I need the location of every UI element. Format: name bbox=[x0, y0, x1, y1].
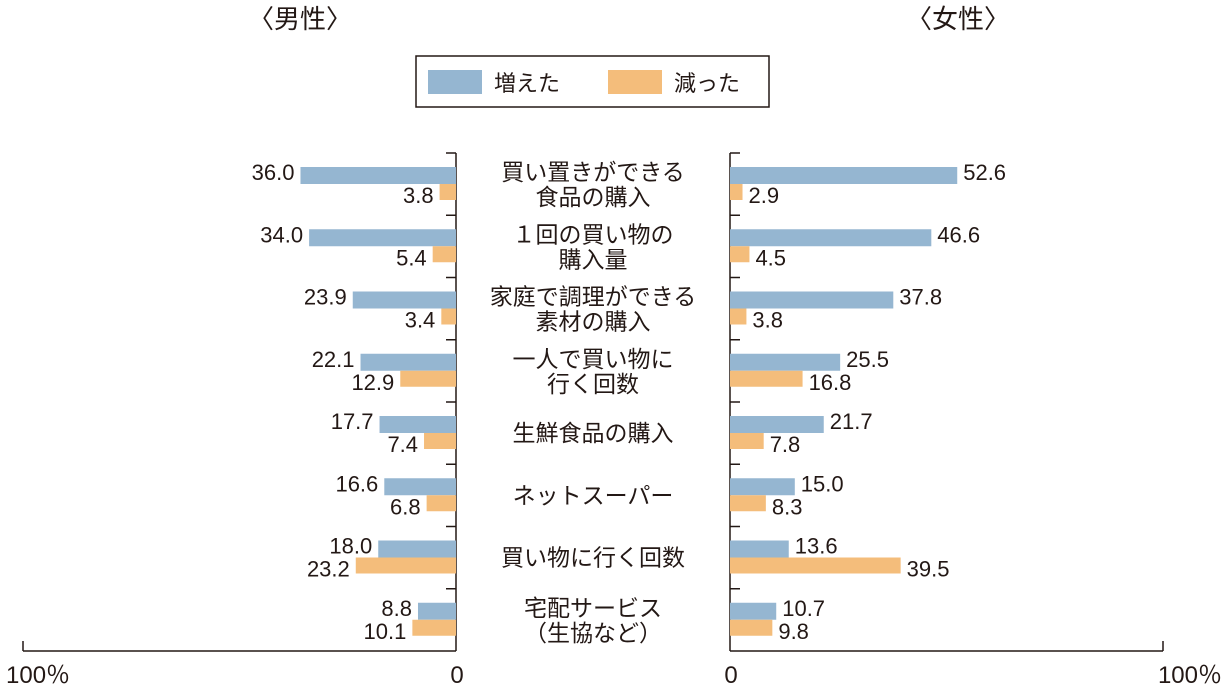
male-bar-increased bbox=[300, 167, 456, 184]
female-value-label: 21.7 bbox=[830, 409, 873, 434]
female-value-label: 39.5 bbox=[907, 557, 950, 582]
male-value-label: 12.9 bbox=[351, 370, 394, 395]
legend-label-decreased: 減った bbox=[674, 72, 740, 97]
category-label: 生鮮食品の購入 bbox=[513, 421, 674, 447]
male-panel-title: 〈男性〉 bbox=[248, 5, 352, 35]
female-value-label: 4.5 bbox=[755, 245, 786, 270]
female-value-label: 46.6 bbox=[937, 222, 980, 247]
female-value-label: 2.9 bbox=[749, 183, 780, 208]
male-value-label: 10.1 bbox=[364, 619, 407, 644]
male-value-label: 6.8 bbox=[390, 494, 421, 519]
legend: 増えた 減った bbox=[415, 55, 770, 108]
male-bar-decreased bbox=[439, 184, 456, 200]
male-value-label: 3.4 bbox=[405, 308, 436, 333]
category-label: 家庭で調理ができる bbox=[490, 285, 697, 311]
category-label: 宅配サービス bbox=[524, 596, 662, 622]
male-value-label: 8.8 bbox=[381, 596, 412, 621]
male-value-label: 18.0 bbox=[329, 534, 372, 559]
female-value-label: 13.6 bbox=[795, 534, 838, 559]
male-bar-increased bbox=[378, 540, 456, 558]
female-bar-increased bbox=[730, 291, 894, 309]
male-value-label: 17.7 bbox=[331, 409, 374, 434]
male-bar-decreased bbox=[412, 619, 456, 636]
male-bar-decreased bbox=[441, 308, 456, 325]
male-value-label: 34.0 bbox=[260, 222, 303, 247]
male-bar-increased bbox=[352, 291, 456, 309]
female-tick-100: 100％ bbox=[1158, 662, 1222, 686]
female-value-label: 8.3 bbox=[772, 494, 803, 519]
female-bar-increased bbox=[730, 540, 789, 558]
female-bar-decreased bbox=[730, 308, 747, 325]
category-label: 食品の購入 bbox=[536, 185, 651, 211]
female-value-label: 25.5 bbox=[846, 347, 889, 372]
male-value-label: 7.4 bbox=[387, 432, 418, 457]
female-value-label: 16.8 bbox=[809, 370, 852, 395]
female-bar-increased bbox=[730, 167, 958, 184]
male-bar-decreased bbox=[355, 557, 456, 574]
female-bar-decreased bbox=[730, 619, 773, 636]
female-bar-increased bbox=[730, 229, 932, 247]
male-bar-increased bbox=[417, 602, 456, 620]
male-bar-increased bbox=[379, 416, 456, 433]
legend-box bbox=[415, 55, 770, 108]
female-bar-increased bbox=[730, 353, 841, 371]
male-value-label: 5.4 bbox=[396, 245, 427, 270]
male-value-label: 22.1 bbox=[312, 347, 355, 372]
male-value-label: 36.0 bbox=[252, 160, 295, 185]
female-bar-decreased bbox=[730, 246, 750, 263]
female-bar-increased bbox=[730, 602, 777, 620]
male-value-label: 23.9 bbox=[304, 285, 347, 310]
female-bar-decreased bbox=[730, 557, 901, 574]
category-label: １回の買い物の bbox=[513, 222, 674, 248]
female-bar-increased bbox=[730, 416, 824, 433]
male-bar-increased bbox=[384, 478, 456, 496]
female-value-label: 9.8 bbox=[778, 619, 809, 644]
legend-swatch-decreased bbox=[608, 70, 662, 94]
category-label: 一人で買い物に bbox=[513, 347, 674, 373]
category-label: （生協など） bbox=[524, 621, 662, 647]
female-value-label: 7.8 bbox=[770, 432, 801, 457]
category-label: 購入量 bbox=[559, 247, 628, 273]
legend-label-increased: 増えた bbox=[494, 72, 560, 97]
female-value-label: 52.6 bbox=[963, 160, 1006, 185]
male-bar-decreased bbox=[432, 246, 456, 263]
female-bar-increased bbox=[730, 478, 795, 496]
male-bar-increased bbox=[309, 229, 456, 247]
category-label: 素材の購入 bbox=[536, 310, 651, 336]
category-label: 買い置きができる bbox=[501, 160, 685, 186]
female-value-label: 15.0 bbox=[801, 471, 844, 496]
female-value-label: 37.8 bbox=[899, 285, 942, 310]
male-tick-0: 0 bbox=[450, 662, 463, 686]
male-bar-decreased bbox=[400, 370, 456, 387]
female-bar-decreased bbox=[730, 433, 764, 449]
male-tick-100: 100％ bbox=[6, 662, 70, 686]
male-bar-decreased bbox=[424, 433, 456, 449]
category-label: 買い物に行く回数 bbox=[501, 546, 685, 572]
male-value-label: 23.2 bbox=[307, 557, 350, 582]
male-value-label: 16.6 bbox=[335, 471, 378, 496]
female-bar-decreased bbox=[730, 495, 766, 512]
female-value-label: 3.8 bbox=[752, 308, 783, 333]
male-bar-decreased bbox=[426, 495, 456, 512]
male-value-label: 3.8 bbox=[403, 183, 434, 208]
female-value-label: 10.7 bbox=[782, 596, 825, 621]
female-bar-decreased bbox=[730, 370, 803, 387]
female-panel-title: 〈女性〉 bbox=[906, 5, 1010, 35]
female-tick-0: 0 bbox=[724, 662, 737, 686]
legend-swatch-increased bbox=[428, 70, 482, 94]
category-label: 行く回数 bbox=[547, 372, 639, 398]
female-bar-decreased bbox=[730, 184, 743, 200]
category-label: ネットスーパー bbox=[513, 483, 674, 509]
male-bar-increased bbox=[360, 353, 456, 371]
